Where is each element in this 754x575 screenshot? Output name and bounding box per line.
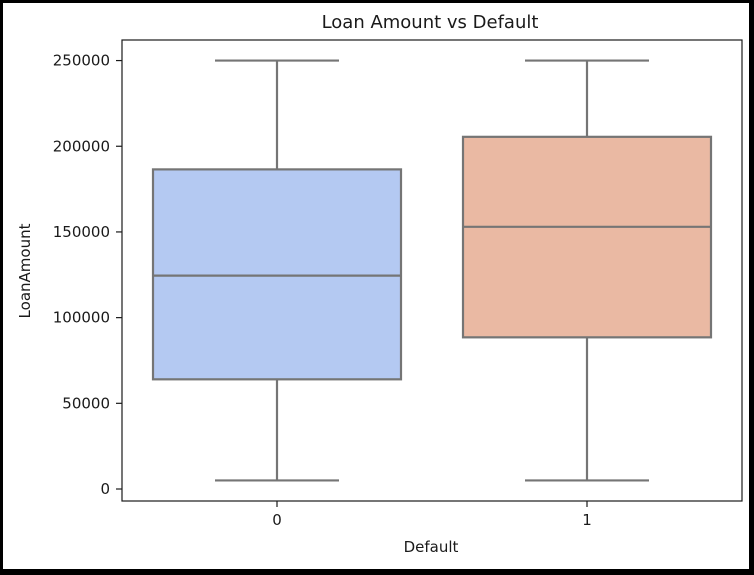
plot-area-border bbox=[121, 39, 743, 502]
y-tick-label: 250000 bbox=[53, 52, 110, 70]
x-tick-label: 1 bbox=[582, 511, 592, 529]
y-tick-label: 150000 bbox=[53, 223, 110, 241]
box-1 bbox=[461, 135, 713, 339]
y-tick-label: 0 bbox=[100, 480, 110, 498]
x-axis-label: Default bbox=[404, 538, 459, 556]
y-tick-label: 200000 bbox=[53, 137, 110, 155]
y-tick-label: 100000 bbox=[53, 309, 110, 327]
y-axis-label: LoanAmount bbox=[16, 223, 34, 318]
x-tick-label: 0 bbox=[272, 511, 282, 529]
box-0 bbox=[151, 168, 403, 381]
chart-title: Loan Amount vs Default bbox=[322, 12, 539, 33]
box-group-1 bbox=[461, 59, 713, 482]
y-tick-label: 50000 bbox=[62, 394, 110, 412]
box-group-0 bbox=[151, 59, 403, 482]
